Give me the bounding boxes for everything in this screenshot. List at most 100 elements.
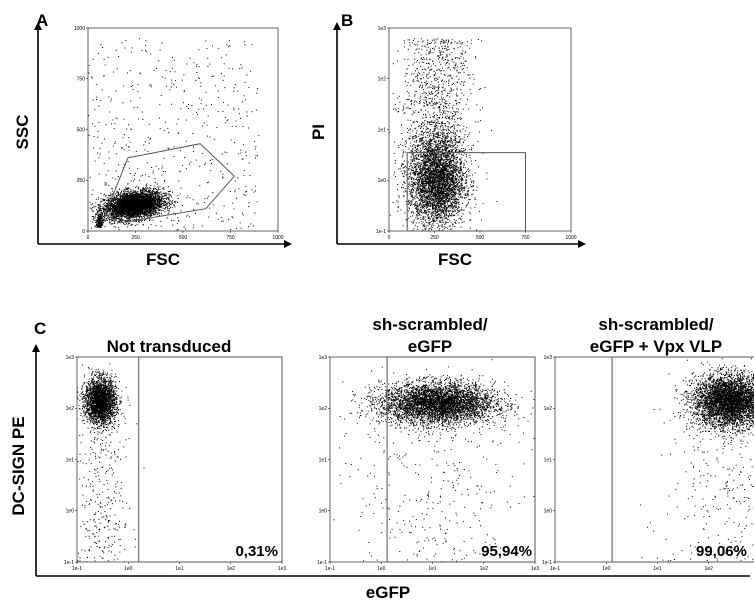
event-dot [89,207,91,209]
event-dot [202,153,204,155]
event-dot [238,188,240,190]
event-dot [151,191,153,193]
panel-a-gate [104,143,235,224]
event-dot [224,151,226,153]
event-dot [153,188,154,189]
event-dot [105,209,107,211]
event-dot [135,201,137,203]
event-dot [128,124,130,126]
event-dot [130,86,132,87]
event-dot [140,207,142,209]
event-dot [145,202,147,204]
event-dot [116,211,118,213]
event-dot [161,198,163,199]
event-dot [142,209,144,211]
event-dot [109,205,111,207]
event-dot [134,201,136,203]
event-dot [146,162,148,164]
event-dot [151,199,153,201]
event-dot [223,63,225,65]
event-dot [113,199,114,201]
event-dot [138,179,140,181]
event-dot [112,215,114,217]
event-dot [133,200,135,202]
event-dot [120,195,122,197]
event-dot [112,207,114,209]
event-dot [177,194,179,196]
event-dot [209,136,211,138]
event-dot [223,205,225,207]
event-dot [159,186,161,188]
event-dot [176,123,178,125]
event-dot [121,197,123,199]
event-dot [209,63,211,65]
event-dot [161,165,163,167]
event-dot [100,209,102,211]
event-dot [136,191,138,193]
event-dot [113,198,115,200]
event-dot [154,197,156,199]
event-dot [126,219,128,221]
event-dot [137,200,139,202]
event-dot [116,201,118,203]
event-dot [130,210,132,212]
event-dot [128,198,130,200]
event-dot [144,213,146,215]
event-dot [155,196,157,198]
event-dot [256,201,258,203]
event-dot [156,204,158,206]
event-dot [99,214,101,216]
event-dot [126,202,128,204]
event-dot [244,44,246,46]
event-dot [149,189,151,191]
event-dot [154,198,156,200]
event-dot [245,191,247,193]
event-dot [148,195,150,197]
event-dot [155,208,156,210]
event-dot [430,150,432,152]
event-dot [127,188,129,190]
event-dot [113,221,115,223]
event-dot [143,193,145,195]
event-dot [97,223,99,225]
event-dot [132,203,134,205]
event-dot [96,221,97,223]
event-dot [132,196,134,198]
event-dot [91,76,93,78]
event-dot [139,199,141,201]
event-dot [127,205,129,207]
event-dot [137,206,139,208]
event-dot [228,46,230,48]
event-dot [233,208,235,210]
event-dot [119,208,121,210]
event-dot [155,192,157,194]
event-dot [128,215,130,217]
event-dot [131,198,133,200]
event-dot [155,194,156,196]
event-dot [132,207,134,209]
event-dot [170,204,171,205]
event-dot [154,188,156,190]
event-dot [108,96,110,98]
event-dot [141,197,142,198]
event-dot [147,197,149,199]
event-dot [146,214,148,216]
event-dot [156,208,157,210]
event-dot [241,101,243,103]
event-dot [148,194,150,196]
event-dot [131,195,133,197]
event-dot [240,152,242,154]
event-dot [147,205,149,207]
event-dot [125,223,127,225]
event-dot [148,200,150,202]
event-dot [131,192,133,194]
event-dot [143,192,145,194]
event-dot [139,200,141,202]
event-dot [103,162,105,164]
event-dot [104,212,106,214]
event-dot [153,205,155,207]
event-dot [91,203,93,205]
event-dot [157,192,159,193]
event-dot [138,195,140,197]
event-dot [172,191,173,193]
